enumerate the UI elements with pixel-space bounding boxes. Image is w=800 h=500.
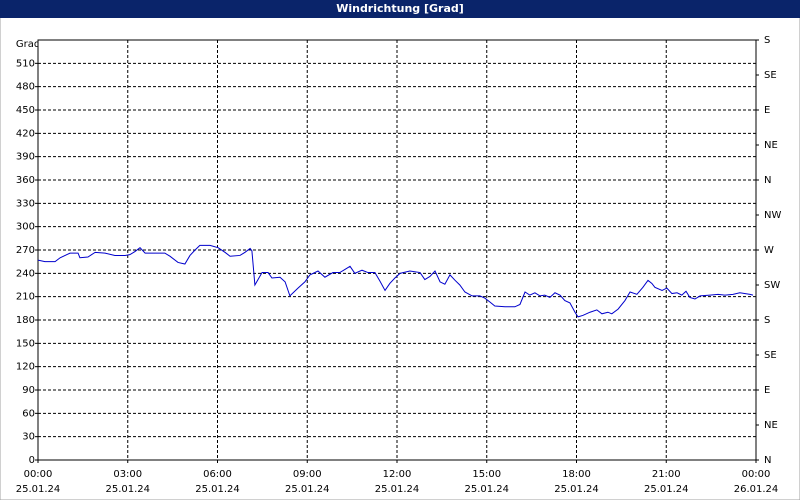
y-tick-label: 30 xyxy=(22,432,35,443)
y-tick-label: 150 xyxy=(16,338,35,349)
y-axis-label: Grad xyxy=(16,39,40,50)
x-tick-date: 25.01.24 xyxy=(644,484,689,495)
title-bar xyxy=(0,0,800,18)
y-tick-label: 330 xyxy=(16,198,35,209)
y-tick-label: 480 xyxy=(16,82,35,93)
x-tick-label: 12:00 xyxy=(383,469,412,480)
y-tick-label: 60 xyxy=(22,408,35,419)
x-tick-date: 26.01.24 xyxy=(734,484,779,495)
x-tick-label: 00:00 xyxy=(24,469,53,480)
y2-tick-label: SW xyxy=(764,280,780,291)
y-tick-label: 210 xyxy=(16,292,35,303)
y2-tick-label: W xyxy=(764,245,774,256)
x-tick-date: 25.01.24 xyxy=(105,484,150,495)
x-tick-date: 25.01.24 xyxy=(195,484,240,495)
y2-tick-label: SE xyxy=(764,350,777,361)
y-tick-label: 420 xyxy=(16,128,35,139)
y2-tick-label: E xyxy=(764,385,770,396)
x-tick-label: 06:00 xyxy=(203,469,232,480)
x-tick-label: 09:00 xyxy=(293,469,322,480)
y-tick-label: 180 xyxy=(16,315,35,326)
y2-tick-label: S xyxy=(764,315,770,326)
y2-tick-label: SE xyxy=(764,70,777,81)
x-tick-date: 25.01.24 xyxy=(554,484,599,495)
y2-tick-label: NE xyxy=(764,140,778,151)
y2-tick-label: NW xyxy=(764,210,781,221)
y-tick-label: 0 xyxy=(29,455,35,466)
x-tick-label: 21:00 xyxy=(652,469,681,480)
y2-tick-label: NE xyxy=(764,420,778,431)
y-tick-label: 270 xyxy=(16,245,35,256)
y2-tick-label: E xyxy=(764,105,770,116)
x-tick-label: 03:00 xyxy=(113,469,142,480)
y2-tick-label: S xyxy=(764,35,770,46)
y-tick-label: 510 xyxy=(16,58,35,69)
x-tick-label: 00:00 xyxy=(742,469,771,480)
x-tick-date: 25.01.24 xyxy=(375,484,420,495)
y-tick-label: 90 xyxy=(22,385,35,396)
x-tick-label: 15:00 xyxy=(472,469,501,480)
y-tick-label: 390 xyxy=(16,152,35,163)
y2-tick-label: N xyxy=(764,175,771,186)
y-tick-label: 300 xyxy=(16,222,35,233)
y2-tick-label: N xyxy=(764,455,771,466)
x-tick-date: 25.01.24 xyxy=(16,484,61,495)
y-tick-label: 120 xyxy=(16,362,35,373)
x-tick-date: 25.01.24 xyxy=(285,484,330,495)
y-tick-label: 240 xyxy=(16,268,35,279)
y-tick-label: 450 xyxy=(16,105,35,116)
chart-title: Windrichtung [Grad] xyxy=(336,2,464,15)
x-tick-date: 25.01.24 xyxy=(464,484,509,495)
y-tick-label: 360 xyxy=(16,175,35,186)
data-line xyxy=(37,244,754,318)
x-tick-label: 18:00 xyxy=(562,469,591,480)
